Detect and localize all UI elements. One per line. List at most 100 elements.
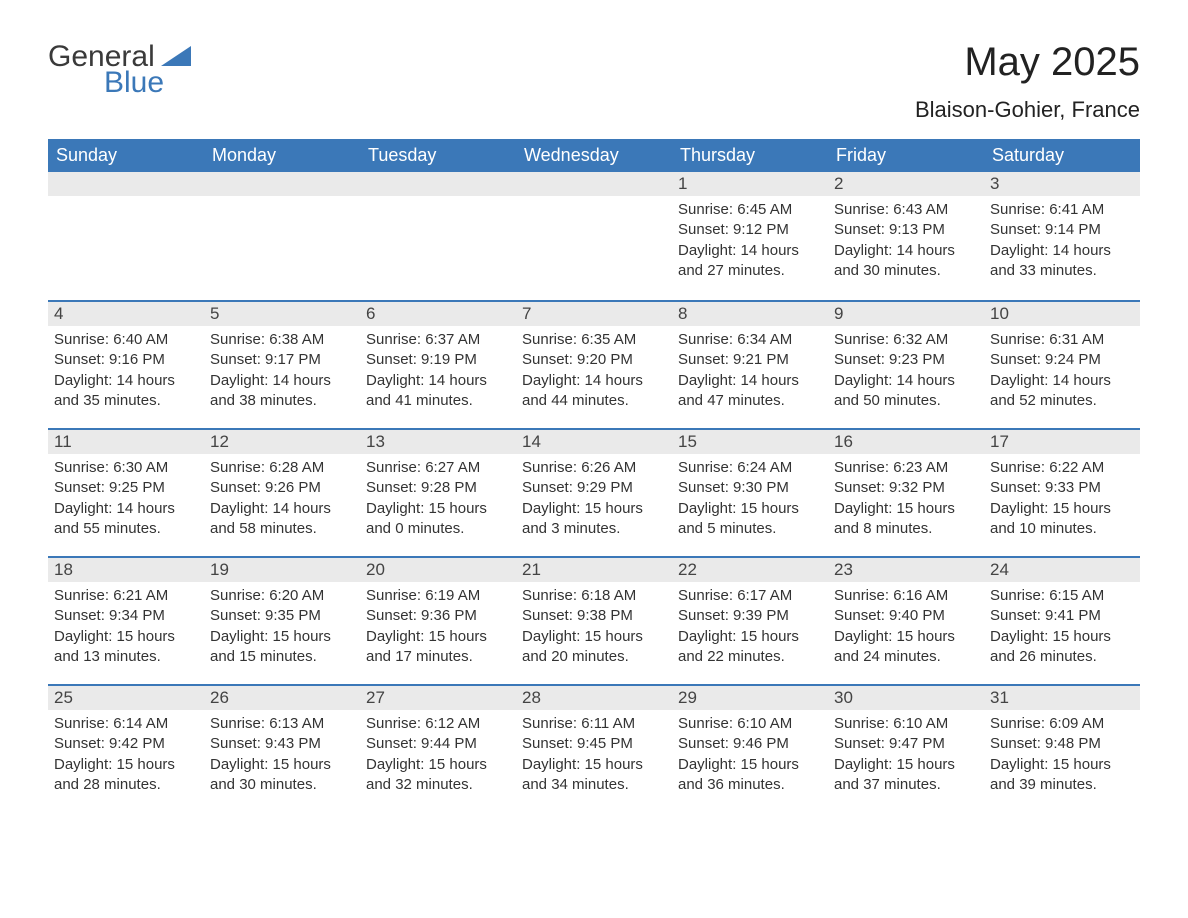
day-number: 28	[516, 684, 672, 710]
empty-day-bar	[204, 172, 360, 196]
day-number: 26	[204, 684, 360, 710]
weekday-header: Saturday	[984, 139, 1140, 172]
day-number: 13	[360, 428, 516, 454]
empty-day-bar	[516, 172, 672, 196]
day-detail: Sunrise: 6:14 AMSunset: 9:42 PMDaylight:…	[48, 710, 204, 803]
day-detail: Sunrise: 6:26 AMSunset: 9:29 PMDaylight:…	[516, 454, 672, 547]
day-number: 8	[672, 300, 828, 326]
day-number: 2	[828, 172, 984, 196]
day-number: 30	[828, 684, 984, 710]
calendar-table: SundayMondayTuesdayWednesdayThursdayFrid…	[48, 139, 1140, 812]
calendar-day-cell: 24Sunrise: 6:15 AMSunset: 9:41 PMDayligh…	[984, 556, 1140, 684]
day-number: 29	[672, 684, 828, 710]
day-number: 6	[360, 300, 516, 326]
calendar-day-cell: 30Sunrise: 6:10 AMSunset: 9:47 PMDayligh…	[828, 684, 984, 812]
calendar-body: 1Sunrise: 6:45 AMSunset: 9:12 PMDaylight…	[48, 172, 1140, 812]
empty-day-bar	[360, 172, 516, 196]
day-detail: Sunrise: 6:20 AMSunset: 9:35 PMDaylight:…	[204, 582, 360, 675]
day-number: 25	[48, 684, 204, 710]
day-detail: Sunrise: 6:31 AMSunset: 9:24 PMDaylight:…	[984, 326, 1140, 419]
day-detail: Sunrise: 6:34 AMSunset: 9:21 PMDaylight:…	[672, 326, 828, 419]
day-detail: Sunrise: 6:30 AMSunset: 9:25 PMDaylight:…	[48, 454, 204, 547]
weekday-header-row: SundayMondayTuesdayWednesdayThursdayFrid…	[48, 139, 1140, 172]
calendar-row: 25Sunrise: 6:14 AMSunset: 9:42 PMDayligh…	[48, 684, 1140, 812]
day-number: 23	[828, 556, 984, 582]
day-number: 3	[984, 172, 1140, 196]
calendar-day-cell: 1Sunrise: 6:45 AMSunset: 9:12 PMDaylight…	[672, 172, 828, 300]
day-number: 10	[984, 300, 1140, 326]
day-number: 27	[360, 684, 516, 710]
calendar-day-cell: 26Sunrise: 6:13 AMSunset: 9:43 PMDayligh…	[204, 684, 360, 812]
empty-day-bar	[48, 172, 204, 196]
day-detail: Sunrise: 6:18 AMSunset: 9:38 PMDaylight:…	[516, 582, 672, 675]
calendar-day-cell: 21Sunrise: 6:18 AMSunset: 9:38 PMDayligh…	[516, 556, 672, 684]
day-number: 15	[672, 428, 828, 454]
day-detail: Sunrise: 6:41 AMSunset: 9:14 PMDaylight:…	[984, 196, 1140, 289]
day-detail: Sunrise: 6:35 AMSunset: 9:20 PMDaylight:…	[516, 326, 672, 419]
calendar-day-cell: 18Sunrise: 6:21 AMSunset: 9:34 PMDayligh…	[48, 556, 204, 684]
calendar-day-cell: 11Sunrise: 6:30 AMSunset: 9:25 PMDayligh…	[48, 428, 204, 556]
calendar-day-cell: 29Sunrise: 6:10 AMSunset: 9:46 PMDayligh…	[672, 684, 828, 812]
day-number: 19	[204, 556, 360, 582]
weekday-header: Thursday	[672, 139, 828, 172]
calendar-day-cell: 27Sunrise: 6:12 AMSunset: 9:44 PMDayligh…	[360, 684, 516, 812]
day-number: 17	[984, 428, 1140, 454]
day-number: 22	[672, 556, 828, 582]
calendar-empty-cell	[204, 172, 360, 300]
day-number: 14	[516, 428, 672, 454]
day-detail: Sunrise: 6:09 AMSunset: 9:48 PMDaylight:…	[984, 710, 1140, 803]
day-number: 4	[48, 300, 204, 326]
day-number: 11	[48, 428, 204, 454]
calendar-day-cell: 20Sunrise: 6:19 AMSunset: 9:36 PMDayligh…	[360, 556, 516, 684]
day-detail: Sunrise: 6:21 AMSunset: 9:34 PMDaylight:…	[48, 582, 204, 675]
calendar-day-cell: 10Sunrise: 6:31 AMSunset: 9:24 PMDayligh…	[984, 300, 1140, 428]
calendar-row: 18Sunrise: 6:21 AMSunset: 9:34 PMDayligh…	[48, 556, 1140, 684]
calendar-empty-cell	[516, 172, 672, 300]
day-detail: Sunrise: 6:11 AMSunset: 9:45 PMDaylight:…	[516, 710, 672, 803]
calendar-row: 11Sunrise: 6:30 AMSunset: 9:25 PMDayligh…	[48, 428, 1140, 556]
header: General Blue May 2025 Blaison-Gohier, Fr…	[48, 40, 1140, 123]
day-number: 5	[204, 300, 360, 326]
day-number: 16	[828, 428, 984, 454]
calendar-day-cell: 28Sunrise: 6:11 AMSunset: 9:45 PMDayligh…	[516, 684, 672, 812]
calendar-day-cell: 7Sunrise: 6:35 AMSunset: 9:20 PMDaylight…	[516, 300, 672, 428]
day-number: 12	[204, 428, 360, 454]
calendar-day-cell: 6Sunrise: 6:37 AMSunset: 9:19 PMDaylight…	[360, 300, 516, 428]
calendar-row: 1Sunrise: 6:45 AMSunset: 9:12 PMDaylight…	[48, 172, 1140, 300]
calendar-empty-cell	[360, 172, 516, 300]
day-detail: Sunrise: 6:28 AMSunset: 9:26 PMDaylight:…	[204, 454, 360, 547]
day-number: 7	[516, 300, 672, 326]
calendar-day-cell: 8Sunrise: 6:34 AMSunset: 9:21 PMDaylight…	[672, 300, 828, 428]
day-detail: Sunrise: 6:40 AMSunset: 9:16 PMDaylight:…	[48, 326, 204, 419]
calendar-day-cell: 2Sunrise: 6:43 AMSunset: 9:13 PMDaylight…	[828, 172, 984, 300]
calendar-day-cell: 23Sunrise: 6:16 AMSunset: 9:40 PMDayligh…	[828, 556, 984, 684]
weekday-header: Sunday	[48, 139, 204, 172]
day-detail: Sunrise: 6:45 AMSunset: 9:12 PMDaylight:…	[672, 196, 828, 289]
month-title: May 2025	[915, 40, 1140, 85]
calendar-day-cell: 9Sunrise: 6:32 AMSunset: 9:23 PMDaylight…	[828, 300, 984, 428]
calendar-day-cell: 15Sunrise: 6:24 AMSunset: 9:30 PMDayligh…	[672, 428, 828, 556]
weekday-header: Tuesday	[360, 139, 516, 172]
day-number: 24	[984, 556, 1140, 582]
calendar-day-cell: 16Sunrise: 6:23 AMSunset: 9:32 PMDayligh…	[828, 428, 984, 556]
weekday-header: Wednesday	[516, 139, 672, 172]
day-detail: Sunrise: 6:27 AMSunset: 9:28 PMDaylight:…	[360, 454, 516, 547]
calendar-row: 4Sunrise: 6:40 AMSunset: 9:16 PMDaylight…	[48, 300, 1140, 428]
day-number: 21	[516, 556, 672, 582]
calendar-day-cell: 5Sunrise: 6:38 AMSunset: 9:17 PMDaylight…	[204, 300, 360, 428]
calendar-day-cell: 14Sunrise: 6:26 AMSunset: 9:29 PMDayligh…	[516, 428, 672, 556]
day-detail: Sunrise: 6:15 AMSunset: 9:41 PMDaylight:…	[984, 582, 1140, 675]
day-detail: Sunrise: 6:32 AMSunset: 9:23 PMDaylight:…	[828, 326, 984, 419]
calendar-day-cell: 25Sunrise: 6:14 AMSunset: 9:42 PMDayligh…	[48, 684, 204, 812]
day-number: 31	[984, 684, 1140, 710]
day-detail: Sunrise: 6:13 AMSunset: 9:43 PMDaylight:…	[204, 710, 360, 803]
day-detail: Sunrise: 6:10 AMSunset: 9:47 PMDaylight:…	[828, 710, 984, 803]
day-detail: Sunrise: 6:23 AMSunset: 9:32 PMDaylight:…	[828, 454, 984, 547]
day-detail: Sunrise: 6:43 AMSunset: 9:13 PMDaylight:…	[828, 196, 984, 289]
weekday-header: Friday	[828, 139, 984, 172]
weekday-header: Monday	[204, 139, 360, 172]
title-block: May 2025 Blaison-Gohier, France	[915, 40, 1140, 123]
day-detail: Sunrise: 6:24 AMSunset: 9:30 PMDaylight:…	[672, 454, 828, 547]
calendar-day-cell: 31Sunrise: 6:09 AMSunset: 9:48 PMDayligh…	[984, 684, 1140, 812]
brand-triangle-icon	[161, 46, 191, 71]
